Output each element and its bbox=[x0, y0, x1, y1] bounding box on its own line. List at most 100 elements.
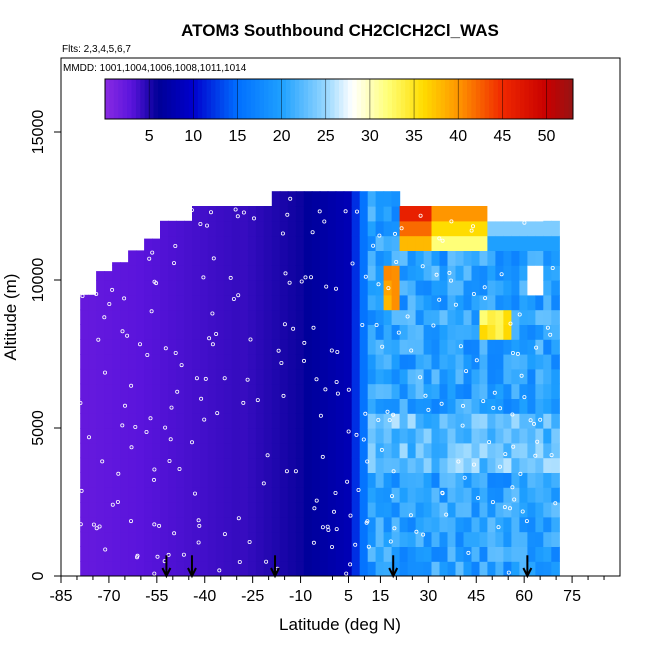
heat-cell bbox=[295, 531, 305, 547]
heat-cell bbox=[287, 442, 297, 459]
heat-cell bbox=[375, 206, 385, 222]
heat-cell bbox=[319, 250, 329, 266]
heat-cell bbox=[144, 383, 153, 399]
heat-cell bbox=[495, 383, 504, 399]
observation-point bbox=[334, 379, 339, 384]
observation-point bbox=[129, 383, 134, 388]
heat-cell bbox=[295, 398, 305, 414]
heat-cell bbox=[295, 442, 305, 459]
heat-cell bbox=[239, 413, 249, 429]
heat-cell bbox=[519, 442, 528, 459]
observation-point bbox=[503, 452, 508, 457]
heat-cell bbox=[88, 428, 97, 444]
heat-cell bbox=[367, 413, 377, 429]
heat-cell bbox=[327, 457, 337, 473]
heat-cell bbox=[375, 383, 385, 399]
heat-cell bbox=[207, 398, 217, 414]
observation-point bbox=[329, 545, 334, 550]
observation-point bbox=[189, 208, 194, 213]
heat-cell bbox=[415, 294, 425, 311]
heat-cell bbox=[176, 516, 185, 533]
heat-cell bbox=[479, 294, 489, 311]
heat-cell bbox=[255, 487, 265, 503]
heat-cell bbox=[192, 339, 201, 355]
heat-cell bbox=[511, 206, 520, 222]
heat-cell bbox=[391, 413, 401, 429]
heat-cell bbox=[335, 561, 345, 576]
heat-cell bbox=[519, 250, 528, 266]
heat-cell bbox=[447, 280, 457, 296]
heat-cell bbox=[279, 383, 289, 399]
heat-cell bbox=[415, 339, 425, 355]
heat-cell bbox=[375, 561, 385, 576]
heat-cell bbox=[319, 516, 329, 533]
heat-cell bbox=[279, 324, 289, 340]
heat-cell bbox=[535, 294, 544, 311]
heat-cell bbox=[463, 235, 473, 251]
heat-cell bbox=[128, 546, 137, 562]
observation-point bbox=[354, 209, 359, 214]
heat-cell bbox=[351, 265, 361, 281]
observation-point bbox=[280, 231, 285, 236]
colorbar-cell bbox=[546, 79, 552, 119]
colorbar-tick-label: 15 bbox=[229, 128, 247, 145]
heat-cell bbox=[168, 531, 177, 547]
heat-cell bbox=[184, 487, 193, 503]
heat-cell bbox=[455, 502, 465, 518]
observation-point bbox=[376, 282, 381, 287]
heat-cell bbox=[431, 339, 441, 355]
heat-cell bbox=[136, 442, 145, 459]
heat-cell bbox=[519, 487, 528, 503]
observation-point bbox=[122, 296, 127, 301]
heat-cell bbox=[543, 531, 552, 547]
heat-cell bbox=[471, 561, 481, 576]
heat-cell bbox=[319, 294, 329, 311]
heat-cell bbox=[463, 265, 473, 281]
heat-cell bbox=[88, 383, 97, 399]
heat-cell bbox=[407, 280, 417, 296]
heat-cell bbox=[399, 531, 409, 547]
observation-point bbox=[147, 256, 152, 261]
heat-cell bbox=[160, 472, 169, 488]
heat-cell bbox=[120, 265, 129, 281]
heat-cell bbox=[527, 280, 536, 296]
heat-cell bbox=[200, 354, 209, 370]
heat-cell bbox=[223, 309, 233, 325]
heat-cell bbox=[319, 191, 329, 207]
heat-cell bbox=[479, 265, 489, 281]
heat-cell bbox=[279, 220, 289, 237]
observation-point bbox=[284, 469, 289, 474]
observation-point bbox=[261, 481, 266, 486]
heat-cell bbox=[383, 265, 393, 281]
heat-cell bbox=[351, 250, 361, 266]
heat-cell bbox=[543, 442, 552, 459]
heat-cell bbox=[184, 546, 193, 562]
heat-cell bbox=[447, 368, 457, 385]
heat-cell bbox=[311, 220, 321, 237]
colorbar-cell bbox=[272, 79, 278, 119]
heat-cell bbox=[423, 250, 433, 266]
colorbar-cell bbox=[471, 79, 477, 119]
heat-cell bbox=[543, 235, 552, 251]
heat-cell bbox=[279, 428, 289, 444]
heat-cell bbox=[192, 472, 201, 488]
heat-cell bbox=[136, 502, 145, 518]
heat-cell bbox=[271, 368, 281, 385]
heat-cell bbox=[391, 383, 401, 399]
heat-cell bbox=[96, 442, 105, 459]
heat-cell bbox=[503, 206, 512, 222]
heat-cell bbox=[455, 413, 465, 429]
heat-cell bbox=[239, 546, 249, 562]
observation-point bbox=[248, 337, 253, 342]
heat-cell bbox=[511, 309, 520, 325]
colorbar-cell bbox=[506, 79, 512, 119]
heat-cell bbox=[543, 220, 552, 237]
heat-cell bbox=[543, 250, 552, 266]
observation-point bbox=[371, 243, 376, 248]
heat-cell bbox=[447, 428, 457, 444]
heat-cell bbox=[120, 309, 129, 325]
observation-point bbox=[285, 212, 290, 217]
heat-cell bbox=[383, 428, 393, 444]
heat-cell bbox=[311, 398, 321, 414]
observation-point bbox=[444, 512, 449, 517]
